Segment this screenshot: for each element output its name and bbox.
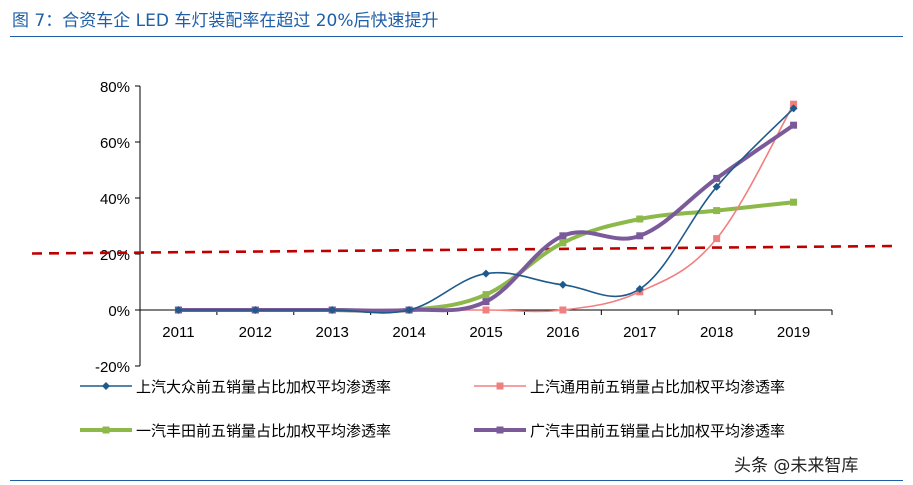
legend-label: 一汽丰田前五销量占比加权平均渗透率	[136, 422, 391, 440]
data-point	[790, 121, 798, 129]
x-tick-label: 2016	[546, 324, 579, 341]
y-tick-labels: 80% 60% 40% 20% 0% -20%	[95, 79, 130, 376]
reference-line-20pct	[31, 244, 898, 255]
series-line	[176, 123, 796, 313]
data-point	[558, 280, 567, 289]
legend-swatch-marker	[102, 382, 110, 390]
data-point	[635, 285, 644, 293]
data-point	[636, 232, 644, 240]
data-point	[559, 239, 567, 247]
series-4	[174, 121, 798, 314]
legend-item: 上汽通用前五销量占比加权平均渗透率	[474, 378, 785, 396]
watermark-text: 头条 @未来智库	[734, 456, 859, 476]
y-tick-label: 60%	[100, 135, 130, 152]
y-tick-label: -20%	[95, 359, 130, 376]
data-point	[405, 306, 414, 314]
y-tick-label: 80%	[100, 79, 130, 96]
data-point	[713, 174, 721, 182]
title-divider	[10, 36, 903, 37]
y-tick-label: 0%	[108, 303, 130, 320]
legend-swatch-marker	[496, 426, 504, 434]
y-tick-label: 40%	[100, 191, 130, 208]
legend-swatch-marker	[102, 426, 110, 434]
series-3	[174, 198, 798, 314]
data-point	[712, 182, 721, 191]
data-point	[174, 306, 183, 314]
data-point	[559, 306, 567, 314]
y-tick-label: 20%	[100, 247, 130, 264]
data-point	[789, 104, 798, 113]
data-point	[559, 232, 567, 240]
data-point	[482, 298, 490, 306]
legend-label: 上汽大众前五销量占比加权平均渗透率	[136, 378, 391, 396]
legend-item: 广汽丰田前五销量占比加权平均渗透率	[474, 422, 785, 440]
legend-item: 一汽丰田前五销量占比加权平均渗透率	[80, 422, 391, 440]
data-point	[636, 215, 644, 223]
figure-title: 图 7：合资车企 LED 车灯装配率在超过 20%后快速提升	[12, 11, 439, 31]
x-tick-label: 2011	[162, 324, 194, 341]
data-point	[790, 198, 798, 206]
data-point	[251, 306, 260, 314]
x-tick-label: 2014	[392, 324, 425, 341]
x-tick-label: 2019	[777, 324, 810, 341]
legend-label: 广汽丰田前五销量占比加权平均渗透率	[530, 422, 785, 440]
data-point	[328, 306, 337, 314]
x-tick-label: 2017	[623, 324, 656, 341]
data-point	[482, 306, 490, 314]
data-point	[790, 100, 798, 108]
series-group	[174, 100, 798, 314]
legend-swatch-marker	[496, 382, 504, 390]
x-tick-label: 2013	[316, 324, 349, 341]
bottom-divider	[10, 480, 903, 481]
x-tick-label: 2012	[239, 324, 272, 341]
data-point	[713, 207, 721, 215]
legend-label: 上汽通用前五销量占比加权平均渗透率	[530, 378, 785, 396]
x-tick-labels: 2011 2012 2013 2014 2015 2016 2017 2018 2019	[162, 324, 810, 341]
series-1	[174, 104, 798, 314]
reference-line-group	[31, 244, 898, 255]
data-point	[713, 235, 721, 243]
data-point	[482, 269, 490, 278]
legend-item: 上汽大众前五销量占比加权平均渗透率	[80, 378, 391, 396]
x-tick-label: 2018	[700, 324, 733, 341]
series-line	[177, 107, 795, 314]
chart-legend: 上汽大众前五销量占比加权平均渗透率 上汽通用前五销量占比加权平均渗透率一汽丰田前五…	[80, 378, 785, 440]
data-point	[482, 291, 490, 299]
x-tick-label: 2015	[469, 324, 502, 341]
series-2	[174, 100, 798, 314]
